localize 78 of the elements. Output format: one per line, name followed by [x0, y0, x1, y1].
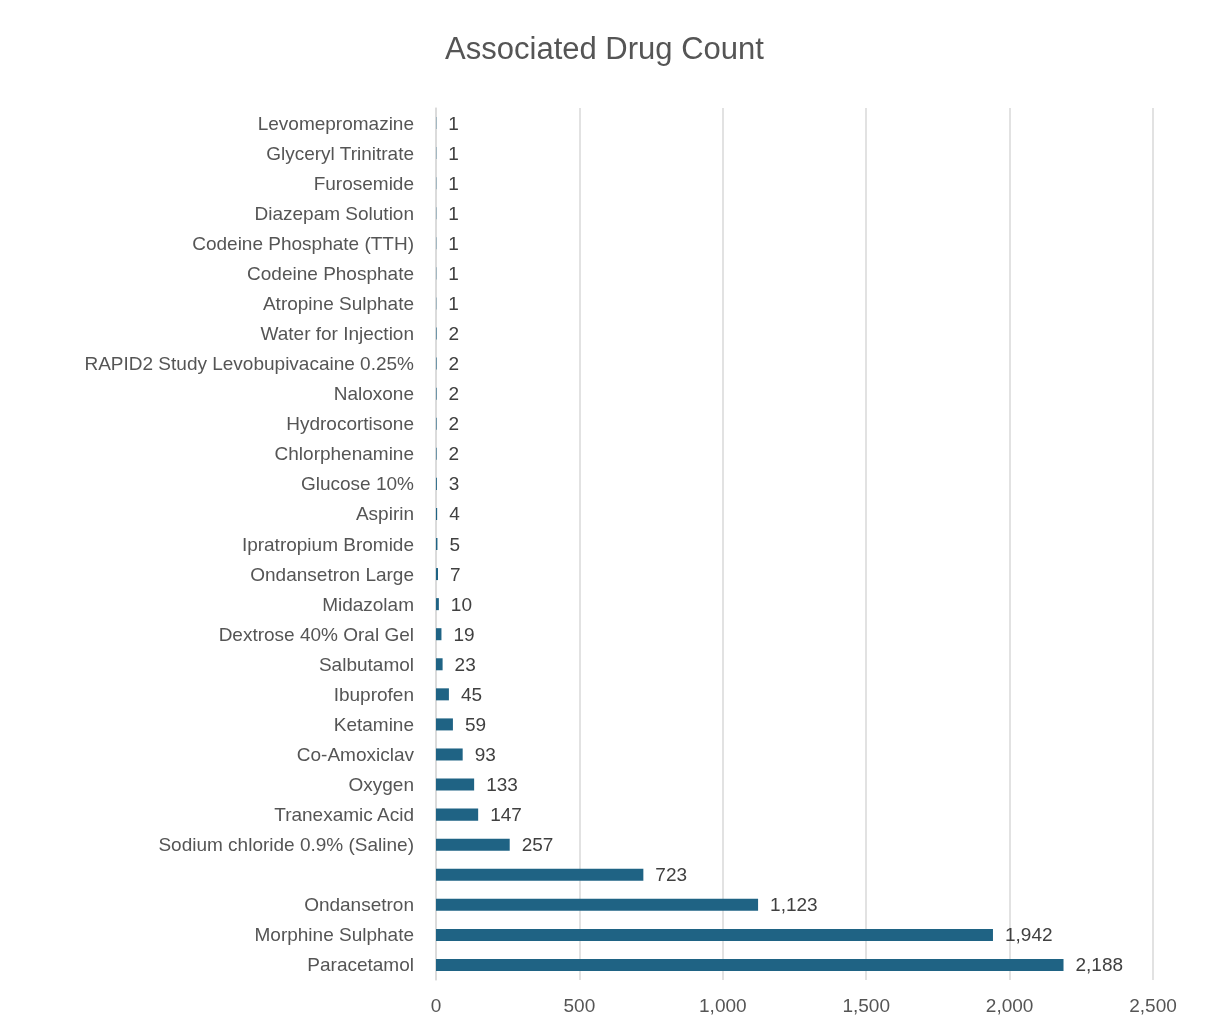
y-tick-label: Oxygen [348, 774, 414, 796]
y-tick-label: Naloxone [333, 383, 414, 405]
bar [436, 718, 453, 731]
y-tick-label: Sodium chloride 0.9% (Saline) [158, 834, 414, 856]
y-tick-label: Glucose 10% [300, 473, 415, 495]
x-tick-label: 500 [563, 995, 596, 1016]
y-tick-label: Chlorphenamine [274, 443, 414, 465]
data-label: 1,123 [770, 894, 818, 916]
data-label: 1 [448, 142, 459, 164]
bar [436, 868, 644, 881]
y-tick-label: Aspirin [355, 503, 414, 525]
bar [436, 688, 449, 701]
data-label: 5 [449, 533, 461, 555]
data-label: 19 [453, 623, 475, 645]
bar [436, 568, 439, 581]
x-tick-label: 1,500 [842, 995, 890, 1016]
data-label: 7 [450, 563, 461, 585]
data-label: 133 [486, 774, 518, 796]
data-label: 257 [521, 834, 554, 856]
data-label: 45 [460, 683, 483, 705]
x-tick-label: 0 [430, 995, 442, 1016]
y-tick-label: Codeine Phosphate [247, 262, 414, 284]
y-tick-label: Ondansetron [304, 894, 414, 916]
bar [436, 808, 479, 821]
y-tick-label: Ondansetron Large [250, 563, 414, 585]
data-label: 723 [655, 864, 688, 886]
x-tick-label: 1,000 [699, 995, 747, 1016]
y-tick-label: RAPID2 Study Levobupivacaine 0.25% [84, 353, 415, 375]
data-label: 2 [448, 353, 460, 375]
bar [436, 658, 443, 671]
y-tick-label: Tranexamic Acid [274, 804, 414, 826]
bar [436, 598, 439, 611]
data-label: 1,942 [1004, 924, 1053, 946]
x-tick-label: 2,000 [985, 995, 1034, 1016]
y-tick-label: Atropine Sulphate [262, 292, 414, 314]
data-label: 2 [448, 443, 460, 465]
y-tick-label: Ibuprofen [333, 683, 414, 705]
y-tick-label: Water for Injection [260, 323, 414, 345]
data-label: 59 [464, 713, 487, 735]
data-label: 2,188 [1075, 954, 1124, 976]
y-tick-label: Furosemide [313, 172, 414, 194]
data-label: 2 [448, 413, 460, 435]
chart-title: Associated Drug Count [445, 31, 765, 66]
data-label: 2 [448, 323, 460, 345]
x-tick-label: 2,500 [1129, 995, 1177, 1016]
data-label: 10 [450, 593, 473, 615]
bar [436, 928, 993, 941]
y-tick-label: Codeine Phosphate (TTH) [192, 232, 414, 254]
y-tick-label: Glyceryl Trinitrate [266, 142, 414, 164]
data-label: 1 [448, 202, 459, 224]
bar [436, 748, 463, 761]
data-label: 1 [448, 292, 459, 314]
data-label: 1 [448, 112, 459, 134]
data-label: 2 [448, 383, 460, 405]
y-tick-label: Levomepromazine [257, 112, 414, 134]
data-label: 1 [448, 172, 459, 194]
bar [436, 898, 759, 911]
y-tick-label: Salbutamol [318, 653, 414, 675]
bar [436, 628, 442, 641]
y-tick-label: Midazolam [322, 593, 414, 615]
bar [436, 838, 510, 851]
y-tick-label: Diazepam Solution [254, 202, 414, 224]
y-tick-label: Co-Amoxiclav [296, 743, 415, 765]
data-label: 93 [474, 743, 496, 765]
y-tick-label: Morphine Sulphate [254, 924, 414, 946]
y-tick-label: Dextrose 40% Oral Gel [218, 623, 414, 645]
data-label: 3 [448, 473, 460, 495]
data-label: 147 [490, 804, 522, 826]
y-tick-label: Hydrocortisone [286, 413, 414, 435]
y-tick-label: Ketamine [333, 713, 414, 735]
y-tick-label: Ipratropium Bromide [241, 533, 414, 555]
data-label: 4 [449, 503, 461, 525]
bar [436, 778, 475, 791]
bar [436, 958, 1064, 971]
y-tick-label: Paracetamol [307, 954, 414, 976]
data-label: 1 [448, 262, 459, 284]
data-label: 23 [454, 653, 476, 675]
data-label: 1 [448, 232, 459, 254]
